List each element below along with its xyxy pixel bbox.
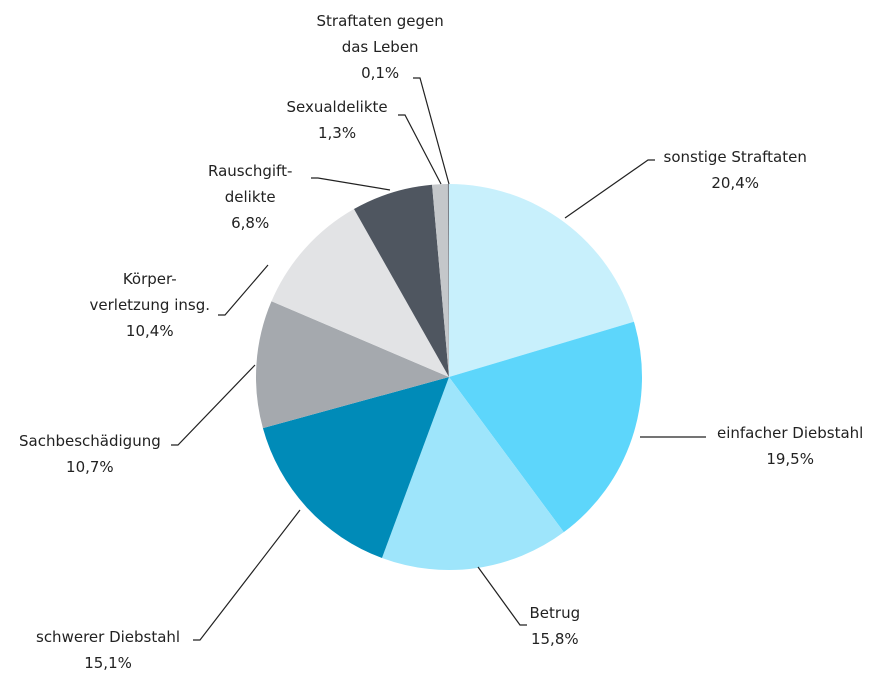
pie-slice (449, 184, 634, 377)
category-label: Sachbeschädigung (19, 432, 161, 450)
category-label: Sexualdelikte (286, 98, 388, 116)
leader-line (171, 364, 256, 446)
leader-line (218, 264, 269, 316)
leader-line (477, 566, 527, 626)
category-label: einfacher Diebstahl (717, 424, 864, 442)
value-label: 15,8% (530, 630, 579, 648)
category-label: sonstige Straftaten (663, 148, 807, 166)
slice-label: Betrug 15,8% (530, 600, 581, 652)
value-label: 19,5% (766, 450, 814, 468)
slice-label: Straftaten gegen das Leben 0,1% (317, 8, 444, 86)
leader-line (398, 114, 442, 185)
category-label: schwerer Diebstahl (36, 628, 181, 646)
value-label: 1,3% (318, 124, 357, 142)
pie-slice (381, 377, 564, 570)
slice-label: Sachbeschädigung 10,7% (19, 428, 161, 480)
slice-label: Rauschgift- delikte 6,8% (208, 158, 292, 236)
slice-label: schwerer Diebstahl 15,1% (36, 624, 180, 674)
leader-line (193, 509, 301, 641)
slice-label: sonstige Straftaten 20,4% (664, 144, 807, 196)
pie-slice (255, 301, 449, 429)
value-label: 10,7% (66, 458, 114, 476)
pie-slice (449, 321, 642, 533)
category-label: Körper- verletzung insg. (89, 270, 211, 314)
category-label: Straftaten gegen das Leben (316, 12, 444, 56)
pie-slice (262, 377, 449, 558)
value-label: 20,4% (711, 174, 759, 192)
value-label: 15,1% (84, 654, 132, 672)
pie-slice (271, 209, 449, 377)
slice-label: Körper- verletzung insg. 10,4% (90, 266, 211, 344)
pie-slice (353, 184, 449, 377)
leader-line (413, 77, 450, 185)
category-label: Betrug (529, 604, 581, 622)
slice-label: einfacher Diebstahl 19,5% (717, 420, 863, 472)
value-label: 6,8% (231, 214, 270, 232)
pie-slice (447, 184, 449, 377)
category-label: Rauschgift- delikte (208, 162, 293, 206)
value-label: 0,1% (361, 64, 400, 82)
value-label: 10,4% (125, 322, 174, 340)
leader-line (311, 177, 391, 191)
leader-line (564, 159, 655, 219)
pie-slice (432, 184, 449, 377)
slice-label: Sexualdelikte 1,3% (287, 94, 388, 146)
